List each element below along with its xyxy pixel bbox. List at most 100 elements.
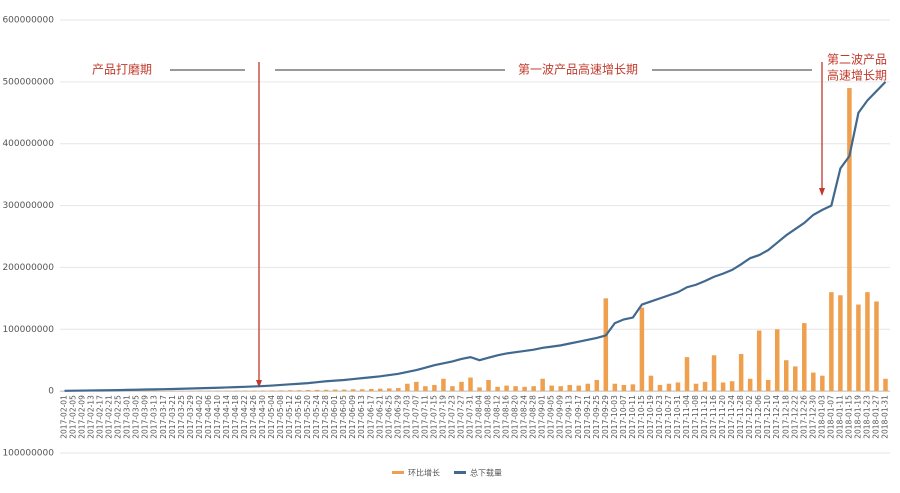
x-tick-label: 2018-01-07 (826, 395, 835, 439)
x-tick-label: 2017-07-03 (402, 395, 411, 439)
x-tick-label: 2017-10-31 (673, 395, 682, 439)
x-tick-label: 2017-09-29 (601, 395, 610, 439)
bar (856, 305, 861, 392)
x-tick-label: 2017-11-12 (700, 395, 709, 439)
y-tick-label: 0 (48, 387, 54, 397)
bar (423, 386, 428, 391)
x-tick-label: 2018-01-11 (835, 395, 844, 439)
x-tick-label: 2017-09-17 (574, 395, 583, 439)
bar (874, 301, 879, 391)
x-tick-label: 2017-05-08 (276, 395, 285, 439)
bar (306, 390, 311, 391)
bar (838, 295, 843, 391)
x-tick-label: 2017-08-12 (493, 395, 502, 439)
x-tick-label: 2017-03-05 (132, 395, 141, 439)
bar (549, 386, 554, 392)
x-tick-label: 2017-09-13 (565, 395, 574, 439)
x-tick-label: 2017-04-26 (249, 395, 258, 439)
bar (504, 386, 509, 392)
x-tick-label: 2017-02-25 (114, 395, 123, 439)
bar (640, 308, 645, 392)
x-tick-label: 2017-06-09 (348, 395, 357, 439)
bar (775, 329, 780, 391)
x-tick-label: 2017-11-08 (691, 395, 700, 439)
x-tick-label: 2017-06-01 (330, 395, 339, 439)
bar (748, 379, 753, 391)
bar (396, 388, 401, 391)
bar (477, 387, 482, 391)
bar (694, 384, 699, 391)
x-tick-label: 2017-06-13 (357, 395, 366, 439)
x-tick-label: 2017-12-18 (781, 395, 790, 439)
x-tick-label: 2017-06-21 (375, 395, 384, 439)
y-tick-label: 100000000 (2, 449, 54, 459)
x-tick-label: 2017-12-14 (772, 395, 781, 439)
bar (586, 384, 591, 391)
bar (495, 387, 500, 391)
arrow-head (819, 188, 825, 196)
bar (432, 385, 437, 391)
bar (441, 379, 446, 391)
x-tick-label: 2017-09-09 (556, 395, 565, 439)
bar (658, 385, 663, 391)
x-tick-label: 2018-01-03 (817, 395, 826, 439)
bar (576, 386, 581, 392)
x-tick-label: 2017-07-31 (465, 395, 474, 439)
bar (757, 331, 762, 392)
x-tick-label: 2017-06-25 (384, 395, 393, 439)
bar (252, 391, 257, 392)
bar (567, 385, 572, 391)
y-tick-label: 200000000 (2, 263, 54, 273)
x-tick-label: 2017-09-25 (592, 395, 601, 439)
x-tick-label: 2017-06-17 (366, 395, 375, 439)
x-tick-label: 2017-09-21 (583, 395, 592, 439)
x-tick-label: 2017-04-18 (231, 395, 240, 439)
x-tick-label: 2017-03-29 (186, 395, 195, 439)
x-tick-label: 2017-10-07 (619, 395, 628, 439)
x-tick-label: 2018-01-23 (862, 395, 871, 439)
x-tick-label: 2017-11-24 (727, 395, 736, 439)
x-tick-label: 2017-07-23 (447, 395, 456, 439)
x-tick-label: 2017-07-27 (456, 395, 465, 439)
x-tick-label: 2017-11-20 (718, 395, 727, 439)
x-tick-label: 2017-02-21 (105, 395, 114, 439)
bar (685, 357, 690, 391)
bar (315, 390, 320, 391)
x-tick-label: 2017-03-13 (150, 395, 159, 439)
bar (324, 390, 329, 391)
y-tick-label: 500000000 (2, 77, 54, 87)
x-tick-label: 2017-04-02 (195, 395, 204, 439)
bar (333, 390, 338, 392)
bar (288, 390, 293, 391)
x-tick-label: 2017-07-19 (438, 395, 447, 439)
x-tick-label: 2017-09-01 (538, 395, 547, 439)
x-tick-label: 2017-08-08 (484, 395, 493, 439)
annotation: 第一波产品高速增长期 (518, 62, 638, 77)
bar (766, 380, 771, 391)
bar (802, 323, 807, 391)
x-tick-label: 2017-03-09 (141, 395, 150, 439)
line (65, 82, 886, 391)
y-tick-label: 100000000 (2, 325, 54, 335)
x-tick-label: 2018-01-27 (871, 395, 880, 439)
bar (297, 390, 302, 391)
bar (829, 292, 834, 391)
bar (486, 380, 491, 391)
bar (649, 376, 654, 391)
bar (513, 386, 518, 391)
y-tick-label: 300000000 (2, 201, 54, 211)
x-tick-label: 2017-02-09 (78, 395, 87, 439)
bar (540, 379, 545, 391)
bar (739, 354, 744, 391)
x-tick-label: 2017-04-10 (213, 395, 222, 439)
x-tick-label: 2017-04-14 (222, 395, 231, 439)
x-tick-label: 2017-12-10 (763, 395, 772, 439)
x-tick-label: 2017-05-20 (303, 395, 312, 439)
bar (820, 376, 825, 391)
bar (784, 360, 789, 391)
x-tick-label: 2017-05-28 (321, 395, 330, 439)
bar (604, 298, 609, 391)
bar (360, 389, 365, 391)
x-tick-label: 2017-10-23 (655, 395, 664, 439)
